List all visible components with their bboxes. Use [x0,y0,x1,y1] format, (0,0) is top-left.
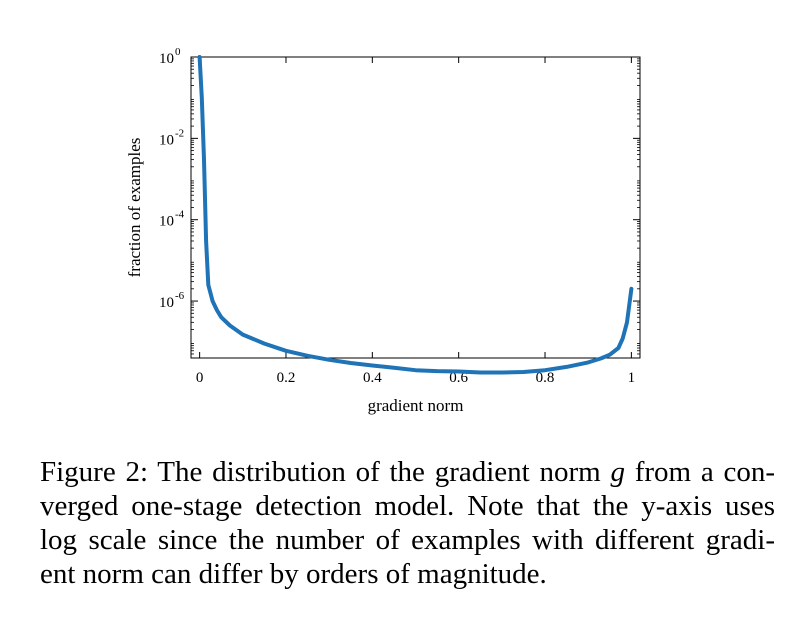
series-layer [197,55,634,375]
x-tick-label: 0.2 [277,370,296,386]
x-axis-label: gradient norm [368,396,464,415]
caption-line-2: verged one-stage detection model. Note t… [40,490,775,522]
caption-line-1-start: Figure 2: The distribution of the gradie… [40,456,611,488]
x-axis-ticks: 0 0.2 0.4 0.6 0.8 1 [196,57,635,386]
caption-line-1: Figure 2: The distribution of the gradie… [40,455,775,489]
figure-caption: Figure 2: The distribution of the gradie… [40,455,775,591]
y-tick-label-exponent: 0 [175,46,181,58]
y-tick-label-exponent: -4 [175,209,185,221]
caption-line-1-end: from a con- [624,456,775,488]
x-tick-label: 0.8 [536,370,555,386]
x-tick-label: 0 [196,370,204,386]
y-tick-label-base: 10 [159,132,174,148]
x-tick-label: 0.4 [363,370,382,386]
caption-line-4: ent norm can differ by orders of magnitu… [40,558,547,590]
y-tick-label-exponent: -6 [175,290,185,302]
x-tick-label: 0.6 [449,370,468,386]
plot-frame [190,56,641,359]
caption-variable-g: g [610,456,625,488]
y-tick-label-base: 10 [159,295,174,311]
y-axis-label: fraction of examples [125,138,144,278]
y-tick-label-base: 10 [159,51,174,67]
minor-ticks [191,58,640,359]
x-tick-label: 1 [628,370,636,386]
caption-line-3: log scale since the number of examples w… [40,524,775,556]
series-line [197,55,634,375]
y-tick-label-base: 10 [159,214,174,230]
y-tick-label-exponent: -2 [175,127,184,139]
